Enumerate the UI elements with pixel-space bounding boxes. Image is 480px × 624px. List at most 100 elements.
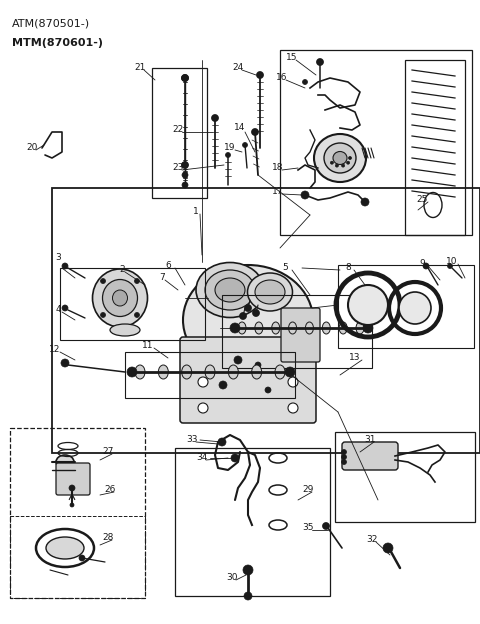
Bar [152,68,207,198]
Text: 33: 33 [186,436,198,444]
Bar [280,50,472,235]
Circle shape [62,263,68,269]
Circle shape [182,182,188,188]
Text: 16: 16 [276,74,288,82]
Text: 18: 18 [272,163,284,172]
Circle shape [212,114,218,122]
Bar [405,60,465,235]
Text: 4: 4 [55,306,61,314]
Circle shape [302,79,308,84]
Circle shape [244,305,252,311]
Text: 12: 12 [49,346,60,354]
Ellipse shape [103,280,137,316]
Circle shape [363,323,373,333]
Circle shape [134,278,140,283]
Circle shape [100,278,106,283]
Circle shape [134,313,140,318]
Text: 22: 22 [172,125,184,135]
Text: 9: 9 [419,260,425,268]
Ellipse shape [158,365,168,379]
Ellipse shape [314,134,366,182]
Circle shape [181,74,189,82]
Text: 13: 13 [349,354,361,363]
Circle shape [62,305,68,311]
Circle shape [285,367,295,377]
Ellipse shape [93,269,147,327]
Circle shape [181,162,189,168]
Bar [335,432,475,522]
Text: 23: 23 [172,163,184,172]
Ellipse shape [205,270,255,310]
Text: 2: 2 [119,265,125,275]
Text: 8: 8 [345,263,351,273]
Ellipse shape [56,455,74,469]
Text: 15: 15 [286,54,298,62]
Text: 20: 20 [26,144,38,152]
Circle shape [330,161,334,164]
Ellipse shape [255,280,285,304]
Circle shape [399,292,431,324]
Circle shape [336,164,338,167]
Ellipse shape [248,273,292,311]
Text: 26: 26 [104,485,116,494]
Circle shape [255,362,261,368]
Text: 24: 24 [232,64,244,72]
Text: 17: 17 [272,187,284,197]
Circle shape [198,403,208,413]
Text: 32: 32 [366,535,378,545]
Circle shape [252,310,260,316]
Text: 31: 31 [364,436,376,444]
Circle shape [70,503,74,507]
Text: MTM(870601-): MTM(870601-) [12,38,103,48]
Text: 19: 19 [224,144,236,152]
Circle shape [323,522,329,530]
Circle shape [61,359,69,367]
Circle shape [226,152,230,157]
Circle shape [127,367,137,377]
Text: 1: 1 [193,208,199,217]
Ellipse shape [324,143,356,173]
Ellipse shape [275,365,285,379]
Circle shape [240,313,247,319]
Bar [52,188,480,453]
Circle shape [219,381,227,389]
Text: 5: 5 [282,263,288,273]
Circle shape [347,161,349,164]
Ellipse shape [215,278,245,302]
Bar [175,448,330,596]
Ellipse shape [333,152,347,165]
Circle shape [361,198,369,206]
Circle shape [252,129,259,135]
Circle shape [242,142,248,147]
Circle shape [447,263,453,268]
Bar [10,428,145,598]
Circle shape [288,403,298,413]
Ellipse shape [255,322,263,334]
Ellipse shape [183,265,313,375]
Text: ATM(870501-): ATM(870501-) [12,18,90,28]
Text: 29: 29 [302,485,314,494]
Ellipse shape [322,322,330,334]
Circle shape [341,449,347,454]
Circle shape [69,485,75,491]
Ellipse shape [252,365,262,379]
Ellipse shape [205,365,215,379]
Circle shape [341,459,347,464]
Circle shape [348,285,388,325]
Text: 3: 3 [55,253,61,263]
Circle shape [348,157,351,160]
Circle shape [100,313,106,318]
Ellipse shape [356,322,364,334]
Text: 35: 35 [302,524,314,532]
Circle shape [265,387,271,393]
Circle shape [342,164,345,167]
Circle shape [79,555,85,561]
Circle shape [234,356,242,364]
Text: 14: 14 [234,124,246,132]
Circle shape [383,543,393,553]
Text: 11: 11 [142,341,154,351]
Text: 30: 30 [226,573,238,582]
Circle shape [181,74,189,82]
Circle shape [218,438,226,446]
Ellipse shape [305,322,313,334]
